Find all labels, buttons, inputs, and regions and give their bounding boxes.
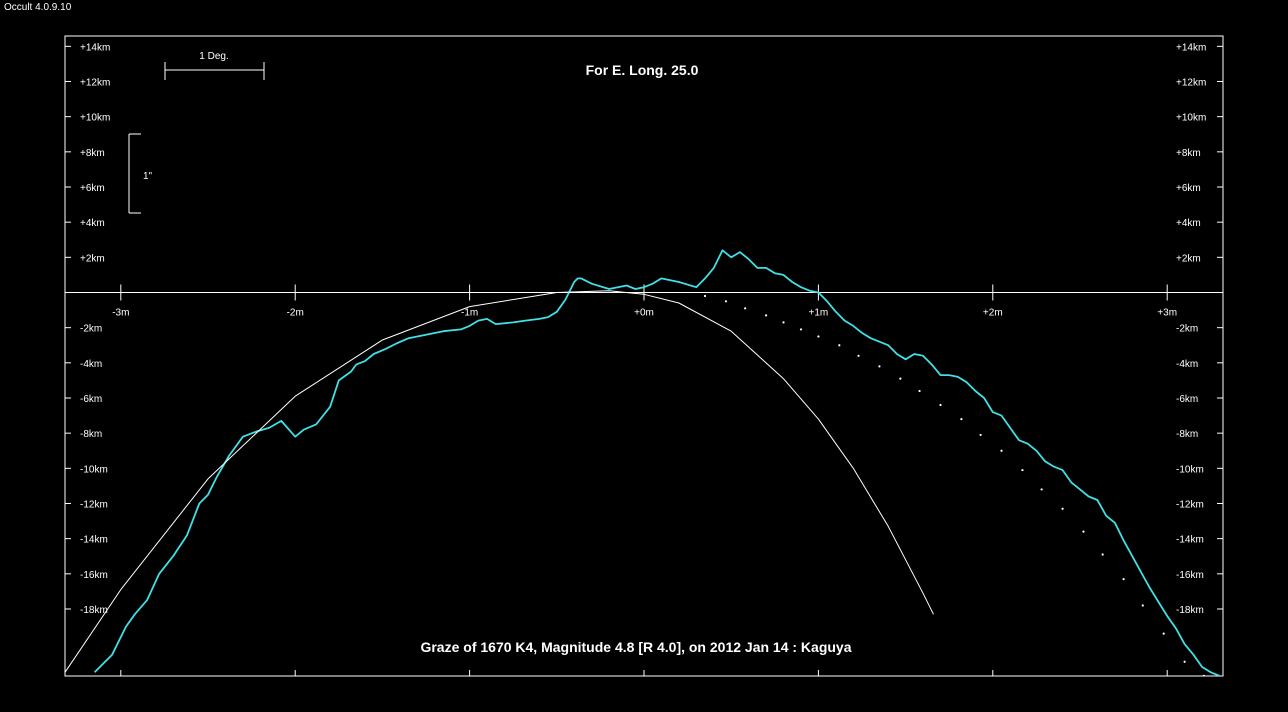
scatter-point <box>799 328 803 331</box>
scatter-point <box>1122 577 1125 581</box>
y-tick-label-right: -14km <box>1176 535 1204 546</box>
scatter-point <box>1082 530 1085 533</box>
y-tick-label-left: -16km <box>80 570 108 581</box>
scatter-point <box>1202 674 1205 676</box>
scatter-point <box>1021 468 1024 472</box>
x-tick-label: +3m <box>1157 308 1177 319</box>
y-tick-label-right: +4km <box>1176 218 1201 229</box>
y-tick-label-left: +4km <box>80 218 105 229</box>
y-tick-label-left: -10km <box>80 464 108 475</box>
plot-frame <box>64 35 1224 677</box>
chart-subtitle: For E. Long. 25.0 <box>586 62 699 78</box>
scatter-point <box>744 307 747 310</box>
scatter-point <box>1000 449 1003 452</box>
scatter-point <box>703 294 707 298</box>
scatter-point <box>838 344 841 347</box>
y-tick-label-right: +14km <box>1176 42 1206 53</box>
x-tick-label: +0m <box>634 308 654 319</box>
y-tick-label-right: +6km <box>1176 183 1201 194</box>
scatter-point <box>878 365 881 368</box>
scatter-point <box>817 335 820 338</box>
y-tick-label-left: +14km <box>80 42 110 53</box>
scatter-point <box>939 403 942 407</box>
y-tick-label-right: -16km <box>1176 570 1204 581</box>
y-tick-label-left: +2km <box>80 253 105 264</box>
chart-title: Graze of 1670 K4, Magnitude 4.8 [R 4.0],… <box>420 639 851 655</box>
scatter-point <box>1162 632 1165 635</box>
scatter-point <box>1061 507 1064 510</box>
y-tick-label-right: -10km <box>1176 464 1204 475</box>
app-title: Occult 4.0.9.10 <box>4 2 72 13</box>
scatter-point <box>782 321 785 324</box>
scatter-point <box>1141 604 1144 607</box>
scatter-point <box>960 417 963 421</box>
scatter-point <box>1101 553 1104 556</box>
arcsec-scale-label: 1" <box>143 171 153 182</box>
scatter-point <box>918 389 921 393</box>
y-tick-label-right: -12km <box>1176 499 1204 510</box>
y-tick-label-right: +12km <box>1176 78 1206 89</box>
y-tick-label-left: +12km <box>80 78 110 89</box>
x-tick-label: -2m <box>287 308 304 319</box>
scatter-point <box>724 300 728 303</box>
y-tick-label-right: +2km <box>1176 253 1201 264</box>
limb-profile-line <box>93 249 1220 676</box>
y-tick-label-right: -2km <box>1176 324 1198 335</box>
x-tick-label: +1m <box>809 308 829 319</box>
y-tick-label-right: -6km <box>1176 394 1198 405</box>
arcsec-scale-bar <box>128 133 141 214</box>
y-tick-label-right: -4km <box>1176 359 1198 370</box>
y-tick-label-left: +8km <box>80 148 105 159</box>
y-tick-label-right: -18km <box>1176 605 1204 616</box>
degree-scale-label: 1 Deg. <box>199 51 228 62</box>
graze-path-line <box>65 290 934 673</box>
y-tick-label-left: -12km <box>80 499 108 510</box>
scatter-point <box>899 377 902 380</box>
scatter-point <box>1183 660 1186 663</box>
y-tick-label-left: +6km <box>80 183 105 194</box>
x-tick-label: -1m <box>461 308 478 319</box>
y-tick-label-left: -14km <box>80 535 108 546</box>
x-tick-label: -3m <box>112 308 129 319</box>
y-tick-label-left: +10km <box>80 113 110 124</box>
y-tick-label-right: +10km <box>1176 113 1206 124</box>
y-tick-label-left: -4km <box>80 359 102 370</box>
y-tick-label-left: -6km <box>80 394 102 405</box>
scatter-point <box>979 433 982 437</box>
y-tick-label-left: -8km <box>80 429 102 440</box>
x-tick-label: +2m <box>983 308 1003 319</box>
y-tick-label-right: +8km <box>1176 148 1201 159</box>
scatter-point <box>857 354 860 357</box>
y-tick-label-right: -8km <box>1176 429 1198 440</box>
y-tick-label-left: -2km <box>80 324 102 335</box>
scatter-point <box>1040 488 1043 491</box>
scatter-point <box>764 314 768 317</box>
degree-scale-bar <box>164 62 265 80</box>
y-tick-label-left: -18km <box>80 605 108 616</box>
